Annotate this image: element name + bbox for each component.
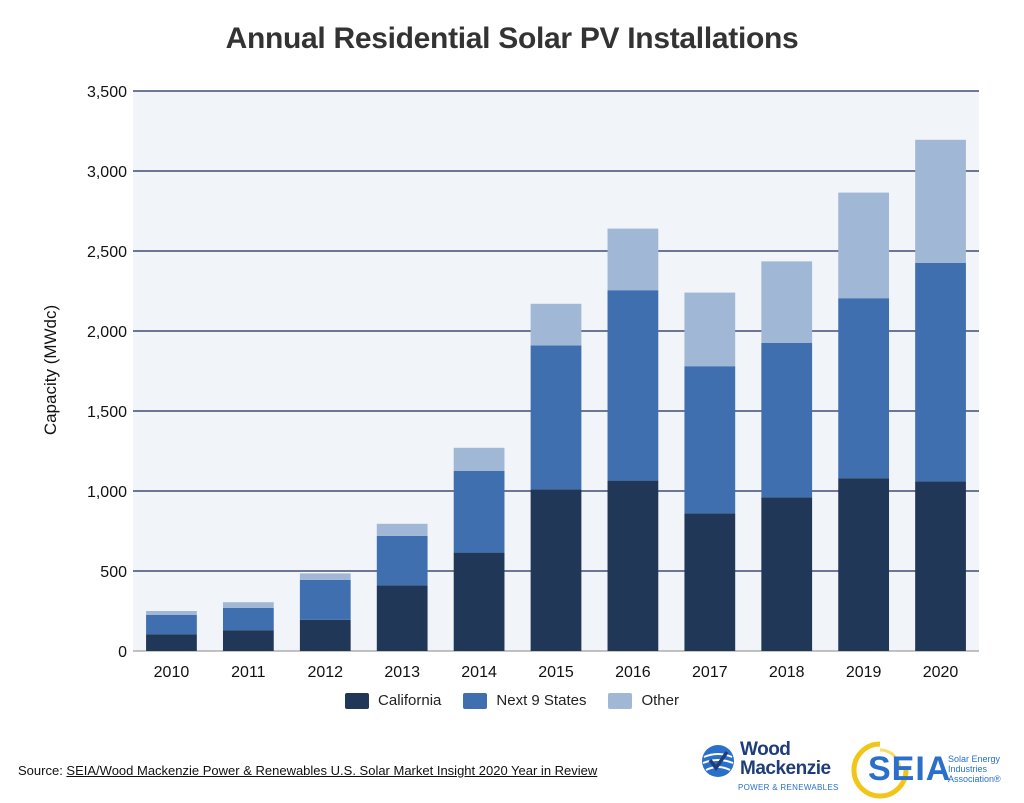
bar-next-9-states-2019	[838, 298, 890, 479]
legend-label-other: Other	[641, 692, 679, 709]
wood-mackenzie-name-line1: Wood	[740, 739, 791, 760]
wood-mackenzie-name: Wood Mackenzie	[740, 740, 831, 778]
seia-full-name: Solar Energy Industries Association®	[948, 754, 1018, 784]
bar-other-2014	[453, 447, 505, 471]
bar-stack-2020	[915, 139, 966, 651]
bar-california-2010	[146, 634, 197, 651]
bar-next-9-states-2015	[530, 345, 582, 490]
legend-item-next-9-states: Next 9 States	[463, 692, 586, 709]
bar-next-9-states-2020	[915, 263, 966, 482]
bar-next-9-states-2017	[684, 366, 736, 514]
legend-item-california: California	[345, 692, 441, 709]
seia-logo: SEIA Solar Energy Industries Association…	[850, 740, 1020, 800]
bar-stack-2018	[761, 261, 813, 651]
legend-item-other: Other	[608, 692, 679, 709]
bar-california-2015	[530, 489, 582, 651]
x-tick-label: 2017	[692, 664, 728, 681]
y-axis-tick-labels: 0 500 1,000 1,500 2,000 2,500 3,000 3,500	[87, 84, 127, 661]
x-tick-label: 2018	[769, 664, 805, 681]
bar-other-2016	[607, 228, 659, 291]
legend: California Next 9 States Other	[0, 692, 1024, 709]
bar-california-2014	[453, 552, 505, 651]
x-tick-label: 2015	[538, 664, 574, 681]
bar-stack-2010	[146, 611, 197, 651]
seia-full-line3: Association®	[948, 774, 1001, 784]
x-tick-label: 2019	[846, 664, 882, 681]
seia-wordmark: SEIA	[868, 750, 952, 788]
source-note: Source: SEIA/Wood Mackenzie Power & Rene…	[18, 763, 597, 778]
bar-stack-2014	[453, 447, 505, 651]
bar-next-9-states-2018	[761, 343, 813, 498]
bar-stack-2015	[530, 303, 582, 651]
bar-stacks	[146, 139, 966, 651]
y-tick-label: 1,500	[87, 404, 127, 421]
bar-other-2012	[299, 573, 351, 580]
bar-stack-2017	[684, 292, 736, 651]
bar-other-2018	[761, 261, 813, 343]
bar-other-2015	[530, 303, 582, 346]
sun-ring-icon	[851, 741, 909, 799]
legend-swatch-next-9-states	[463, 692, 488, 709]
bar-california-2020	[915, 481, 966, 651]
legend-swatch-other	[608, 692, 633, 709]
bar-next-9-states-2016	[607, 290, 659, 481]
x-axis-tick-labels: 2010 2011 2012 2013 2014 2015 2016 2017 2018 2019…	[154, 664, 959, 681]
y-axis-label: Capacity (MWdc)	[41, 305, 60, 435]
y-tick-label: 500	[100, 564, 127, 581]
bar-stack-2012	[299, 573, 351, 651]
globe-check-icon	[702, 745, 734, 777]
source-prefix: Source:	[18, 763, 67, 778]
source-link[interactable]: SEIA/Wood Mackenzie Power & Renewables U…	[66, 763, 598, 778]
x-tick-label: 2010	[154, 664, 190, 681]
bar-other-2017	[684, 292, 736, 367]
bar-next-9-states-2010	[146, 615, 197, 635]
bar-california-2011	[222, 630, 274, 651]
y-tick-label: 2,000	[87, 324, 127, 341]
bar-stack-2016	[607, 228, 659, 651]
wood-mackenzie-logo: Wood Mackenzie POWER & RENEWABLES	[700, 740, 840, 798]
bar-stack-2011	[222, 602, 274, 651]
bar-california-2012	[299, 619, 351, 651]
bar-next-9-states-2013	[376, 535, 428, 586]
seia-full-line2: Industries	[948, 764, 988, 774]
bar-other-2019	[838, 192, 890, 299]
bar-other-2011	[222, 602, 274, 608]
x-tick-label: 2013	[384, 664, 420, 681]
bar-california-2016	[607, 480, 659, 651]
bar-other-2020	[915, 139, 966, 263]
y-tick-label: 2,500	[87, 244, 127, 261]
bar-california-2013	[376, 585, 428, 651]
bar-california-2019	[838, 478, 890, 651]
legend-swatch-california	[345, 692, 370, 709]
bar-next-9-states-2014	[453, 471, 505, 553]
bar-stack-2013	[376, 523, 428, 651]
wood-mackenzie-subtitle: POWER & RENEWABLES	[738, 783, 839, 792]
x-tick-label: 2020	[923, 664, 959, 681]
y-tick-label: 3,000	[87, 164, 127, 181]
bar-next-9-states-2012	[299, 579, 351, 620]
legend-label-next-9-states: Next 9 States	[496, 692, 587, 709]
bar-other-2013	[376, 523, 428, 536]
seia-full-line1: Solar Energy	[948, 754, 1001, 764]
bar-stack-2019	[838, 192, 890, 651]
bar-other-2010	[146, 611, 197, 615]
x-tick-label: 2016	[615, 664, 651, 681]
chart-title: Annual Residential Solar PV Installation…	[225, 22, 799, 55]
y-tick-label: 0	[118, 644, 127, 661]
bar-next-9-states-2011	[222, 607, 274, 631]
bar-california-2017	[684, 513, 736, 651]
x-tick-label: 2011	[231, 664, 266, 681]
legend-label-california: California	[378, 692, 442, 709]
y-tick-label: 3,500	[87, 84, 127, 101]
y-tick-label: 1,000	[87, 484, 127, 501]
bar-california-2018	[761, 497, 813, 651]
x-tick-label: 2012	[307, 664, 343, 681]
wood-mackenzie-name-line2: Mackenzie	[740, 758, 831, 779]
x-tick-label: 2014	[461, 664, 497, 681]
